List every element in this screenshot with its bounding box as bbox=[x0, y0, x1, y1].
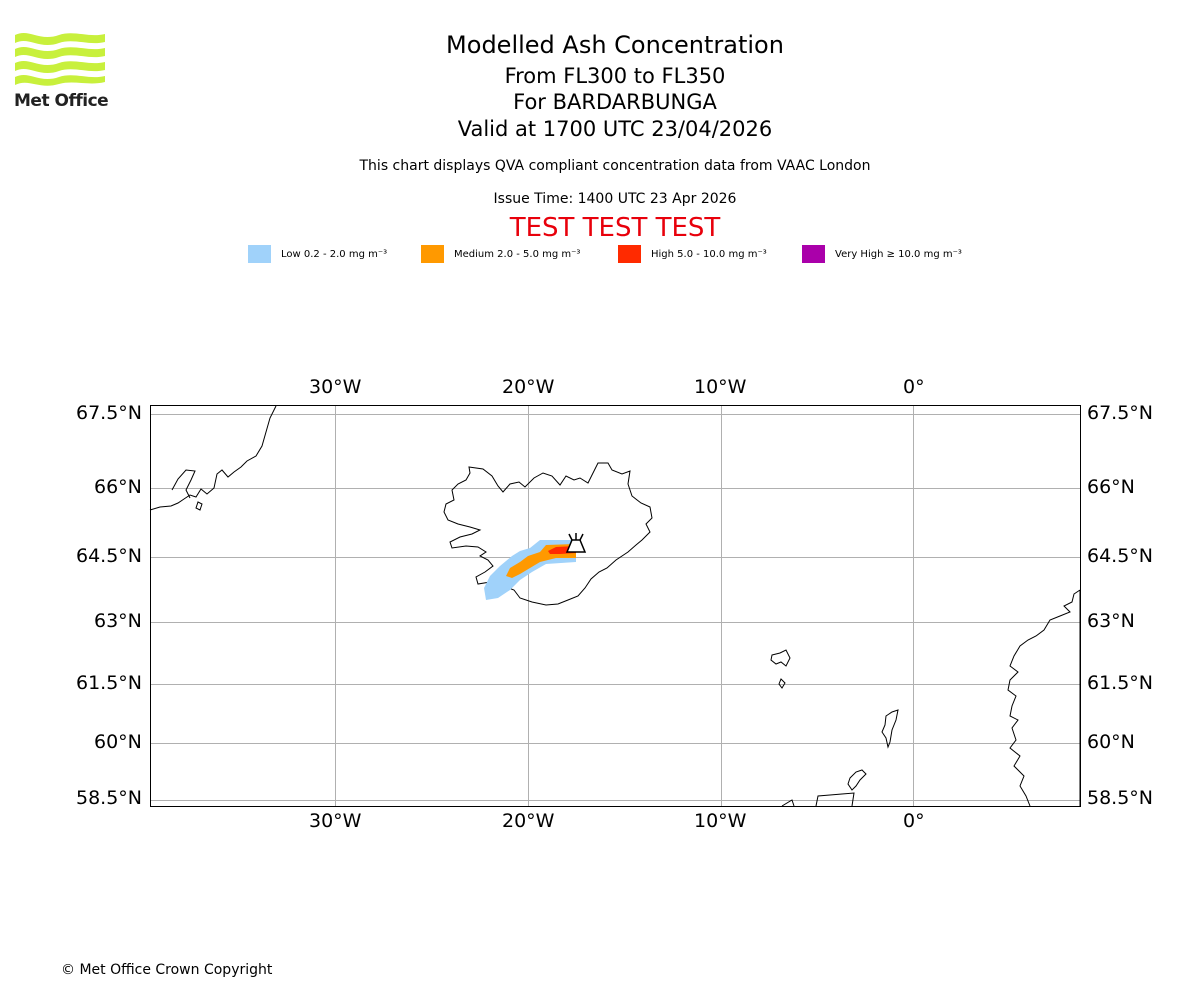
volcano-name: For BARDARBUNGA bbox=[513, 90, 717, 114]
scotland-coastline bbox=[781, 792, 855, 807]
met-office-logo bbox=[14, 30, 106, 110]
lon-label-top-30w: 30°W bbox=[309, 376, 362, 398]
lat-label-right-58-5: 58.5°N bbox=[1087, 787, 1154, 809]
faroe-islands-coastline bbox=[770, 649, 791, 689]
issue-time: Issue Time: 1400 UTC 23 Apr 2026 bbox=[493, 191, 737, 207]
chart-title: Modelled Ash Concentration bbox=[446, 31, 784, 59]
greenland-coastline bbox=[149, 405, 277, 511]
lat-label-left-67-5: 67.5°N bbox=[76, 402, 143, 424]
test-banner: TEST TEST TEST bbox=[509, 213, 721, 243]
lat-label-left-66: 66°N bbox=[94, 476, 142, 498]
legend-label-low: Low 0.2 - 2.0 mg m⁻³ bbox=[281, 248, 388, 260]
legend-item-medium: Medium 2.0 - 5.0 mg m⁻³ bbox=[421, 244, 580, 264]
lat-label-right-64-5: 64.5°N bbox=[1087, 545, 1154, 567]
lat-label-right-60: 60°N bbox=[1087, 731, 1135, 753]
flight-level-range: From FL300 to FL350 bbox=[504, 64, 726, 88]
legend-item-high: High 5.0 - 10.0 mg m⁻³ bbox=[618, 244, 767, 264]
legend-item-low: Low 0.2 - 2.0 mg m⁻³ bbox=[248, 244, 387, 264]
lon-label-top-10w: 10°W bbox=[694, 376, 747, 398]
legend-swatch-low bbox=[248, 245, 271, 263]
lon-label-bottom-0: 0° bbox=[903, 810, 925, 832]
lon-label-top-0: 0° bbox=[903, 376, 925, 398]
met-office-waves-icon bbox=[15, 32, 105, 86]
legend-item-very-high: Very High ≥ 10.0 mg m⁻³ bbox=[802, 244, 962, 264]
lon-label-top-20w: 20°W bbox=[502, 376, 555, 398]
iceland-coastline bbox=[443, 462, 653, 606]
lat-label-left-58-5: 58.5°N bbox=[76, 787, 143, 809]
legend-swatch-high bbox=[618, 245, 641, 263]
legend-label-high: High 5.0 - 10.0 mg m⁻³ bbox=[651, 248, 767, 260]
shetland-coastline bbox=[881, 709, 899, 749]
map-gridlines bbox=[150, 405, 1080, 806]
lat-label-right-67-5: 67.5°N bbox=[1087, 402, 1154, 424]
chart-subtitle: This chart displays QVA compliant concen… bbox=[359, 158, 871, 174]
legend-label-medium: Medium 2.0 - 5.0 mg m⁻³ bbox=[454, 248, 581, 260]
lat-label-right-66: 66°N bbox=[1087, 476, 1135, 498]
lon-label-bottom-30w: 30°W bbox=[309, 810, 362, 832]
lat-label-left-64-5: 64.5°N bbox=[76, 545, 143, 567]
lat-label-right-61-5: 61.5°N bbox=[1087, 672, 1154, 694]
orkney-coastline bbox=[847, 769, 867, 791]
lat-label-left-61-5: 61.5°N bbox=[76, 672, 143, 694]
met-office-logo-text: Met Office bbox=[14, 91, 109, 111]
legend-swatch-medium bbox=[421, 245, 444, 263]
legend-swatch-very-high bbox=[802, 245, 825, 263]
volcano-icon bbox=[565, 533, 587, 553]
valid-time: Valid at 1700 UTC 23/04/2026 bbox=[457, 117, 773, 141]
lat-label-left-60: 60°N bbox=[94, 731, 142, 753]
lon-label-bottom-10w: 10°W bbox=[694, 810, 747, 832]
lat-label-left-63: 63°N bbox=[94, 610, 142, 632]
map-frame bbox=[150, 405, 1081, 807]
legend-label-very-high: Very High ≥ 10.0 mg m⁻³ bbox=[835, 248, 962, 260]
lon-label-bottom-20w: 20°W bbox=[502, 810, 555, 832]
copyright-notice: © Met Office Crown Copyright bbox=[61, 962, 273, 978]
lat-label-right-63: 63°N bbox=[1087, 610, 1135, 632]
